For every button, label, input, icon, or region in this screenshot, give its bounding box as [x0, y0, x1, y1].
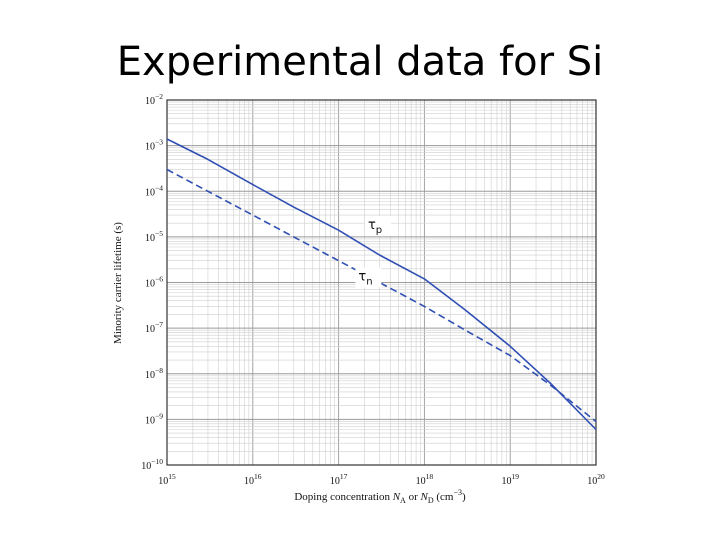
y-axis-label: Minority carrier lifetime (s) — [112, 222, 124, 344]
curve-label-bg — [355, 267, 382, 288]
x-tick-label: 1015 — [158, 472, 176, 487]
x-axis-label-na-sub: A — [400, 496, 406, 505]
y-tick-label: 10−8 — [145, 366, 163, 381]
y-tick-label: 10−6 — [145, 275, 163, 290]
labels-layer: τp τn — [355, 215, 391, 288]
y-tick-label: 10−10 — [141, 457, 163, 472]
y-tick-label: 10−3 — [145, 138, 163, 153]
chart-grid — [166, 100, 596, 466]
series-layer — [166, 138, 597, 431]
curve-label-bg — [364, 215, 391, 236]
x-axis-label-nd-sub: D — [428, 496, 434, 505]
x-axis-label-main: Doping concentration — [294, 491, 392, 503]
slide-title: Experimental data for Si — [116, 39, 604, 85]
axis-ticks: 1015 1016 1017 1018 1019 1020 10−10 10−9 10−8 10−… — [141, 92, 605, 487]
x-axis-label-unit-close: ) — [462, 491, 466, 503]
series-line-p — [166, 138, 597, 431]
plot-frame — [166, 99, 597, 466]
x-axis-label: Doping concentration NA or ND (cm−3) — [294, 488, 466, 505]
y-tick-label: 10−5 — [145, 229, 163, 244]
x-axis-label-unit-open: (cm — [434, 491, 454, 503]
x-tick-label: 1017 — [330, 472, 348, 487]
y-tick-label: 10−9 — [145, 411, 163, 426]
y-tick-label: 10−4 — [145, 183, 163, 198]
x-tick-label: 1016 — [244, 472, 262, 487]
y-tick-label: 10−2 — [145, 92, 163, 107]
curve-label-p: τp — [368, 218, 382, 236]
x-axis-label-unit-exp: −3 — [453, 488, 462, 497]
x-tick-label: 1019 — [501, 472, 519, 487]
x-axis-label-na: N — [392, 491, 401, 503]
y-tick-label: 10−7 — [145, 320, 163, 335]
curve-label-n: τn — [358, 270, 372, 288]
x-axis-label-nd: N — [420, 491, 429, 503]
x-axis-label-mid: or — [406, 491, 421, 503]
x-tick-label: 1020 — [587, 472, 605, 487]
series-line-n — [166, 168, 597, 423]
x-tick-label: 1018 — [416, 472, 434, 487]
